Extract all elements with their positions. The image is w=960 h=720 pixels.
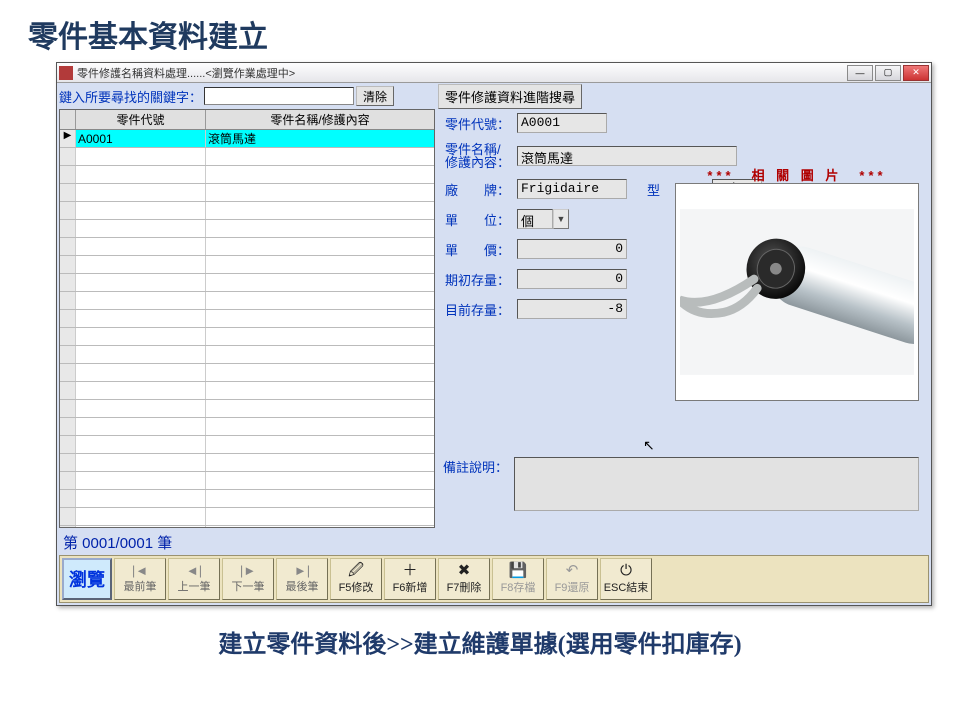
f8-save-button[interactable]: 💾F8存檔 [492,558,544,600]
table-row[interactable]: ▶A0001滾筒馬達 [60,130,434,148]
minimize-button[interactable]: — [847,65,873,81]
field-code[interactable]: A0001 [517,113,607,133]
table-row[interactable] [60,220,434,238]
label-remark: 備註說明： [443,457,514,476]
f7-delete-button[interactable]: ✖F7刪除 [438,558,490,600]
table-row[interactable] [60,238,434,256]
f5-edit-button[interactable]: 🖉F5修改 [330,558,382,600]
table-row[interactable] [60,418,434,436]
table-row[interactable] [60,148,434,166]
search-input[interactable] [204,87,354,105]
nav-next-button[interactable]: |►下一筆 [222,558,274,600]
table-row[interactable] [60,346,434,364]
field-unit[interactable]: 個 [517,209,553,229]
table-row[interactable] [60,364,434,382]
table-row[interactable] [60,202,434,220]
table-row[interactable] [60,382,434,400]
table-row[interactable] [60,508,434,526]
table-row[interactable] [60,328,434,346]
grid-header: 零件代號 零件名稱/修護內容 [60,110,434,130]
main-row: 零件代號 零件名稱/修護內容 ▶A0001滾筒馬達 第 0001/0001 筆 … [59,109,929,553]
field-cur-stock[interactable]: -8 [517,299,627,319]
field-name[interactable]: 滾筒馬達 [517,146,737,166]
table-row[interactable] [60,526,434,527]
grid-col2-header: 零件名稱/修護內容 [206,110,434,129]
table-row[interactable] [60,184,434,202]
table-row[interactable] [60,400,434,418]
field-brand[interactable]: Frigidaire [517,179,627,199]
app-window: 零件修護名稱資料處理......<瀏覽作業處理中> — ▢ ✕ 鍵入所要尋找的關… [56,62,932,606]
footer-caption: 建立零件資料後>>建立維護單據(選用零件扣庫存) [0,624,960,659]
cursor-icon: ↖ [643,437,655,454]
table-row[interactable] [60,292,434,310]
clear-button[interactable]: 清除 [356,86,394,106]
grid-col1-header: 零件代號 [76,110,206,129]
record-counter: 第 0001/0001 筆 [59,528,435,553]
table-row[interactable] [60,256,434,274]
maximize-button[interactable]: ▢ [875,65,901,81]
field-remark[interactable] [514,457,919,511]
grid-body: ▶A0001滾筒馬達 [60,130,434,527]
nav-first-button[interactable]: |◄最前筆 [114,558,166,600]
label-unit: 單 位： [445,210,517,229]
f6-add-button[interactable]: ＋F6新增 [384,558,436,600]
detail-panel: 零件代號： A0001 零件名稱/ 修護內容： 滾筒馬達 廠 牌： Frigid… [439,109,929,553]
search-label: 鍵入所要尋找的關鍵字： [59,87,202,106]
page-title: 零件基本資料建立 [0,0,960,62]
nav-prev-button[interactable]: ◄|上一筆 [168,558,220,600]
table-row[interactable] [60,472,434,490]
table-row[interactable] [60,310,434,328]
window-titlebar: 零件修護名稱資料處理......<瀏覽作業處理中> — ▢ ✕ [57,63,931,83]
label-name: 零件名稱/ 修護內容： [445,143,517,169]
image-section-title: *** 相 關 圖 片 *** [679,165,915,184]
mode-browse-button[interactable]: 瀏覽 [62,558,112,600]
label-cur-stock: 目前存量： [445,300,517,319]
label-init-stock: 期初存量： [445,270,517,289]
table-row[interactable] [60,166,434,184]
label-code: 零件代號： [445,114,517,133]
window-title: 零件修護名稱資料處理......<瀏覽作業處理中> [77,65,847,81]
motor-illustration [680,188,914,396]
related-image [675,183,919,401]
esc-exit-button[interactable]: ⏻ESC結束 [600,558,652,600]
table-row[interactable] [60,436,434,454]
f9-undo-button[interactable]: ↶F9還原 [546,558,598,600]
field-price[interactable]: 0 [517,239,627,259]
field-init-stock[interactable]: 0 [517,269,627,289]
table-row[interactable] [60,490,434,508]
window-body: 鍵入所要尋找的關鍵字： 清除 零件修護資料進階搜尋 零件代號 零件名稱/修護內容… [57,83,931,605]
data-grid[interactable]: 零件代號 零件名稱/修護內容 ▶A0001滾筒馬達 [59,109,435,528]
unit-dropdown-arrow[interactable]: ▼ [553,209,569,229]
bottom-toolbar: 瀏覽 |◄最前筆 ◄|上一筆 |►下一筆 ►|最後筆 🖉F5修改 ＋F6新增 ✖… [59,555,929,603]
grid-panel: 零件代號 零件名稱/修護內容 ▶A0001滾筒馬達 第 0001/0001 筆 [59,109,435,553]
label-price: 單 價： [445,240,517,259]
table-row[interactable] [60,454,434,472]
nav-last-button[interactable]: ►|最後筆 [276,558,328,600]
remark-area: 備註說明： [443,457,919,521]
advanced-search-button[interactable]: 零件修護資料進階搜尋 [438,84,582,109]
table-row[interactable] [60,274,434,292]
app-icon [59,66,73,80]
close-button[interactable]: ✕ [903,65,929,81]
search-row: 鍵入所要尋找的關鍵字： 清除 零件修護資料進階搜尋 [59,85,929,107]
label-brand: 廠 牌： [445,180,517,199]
